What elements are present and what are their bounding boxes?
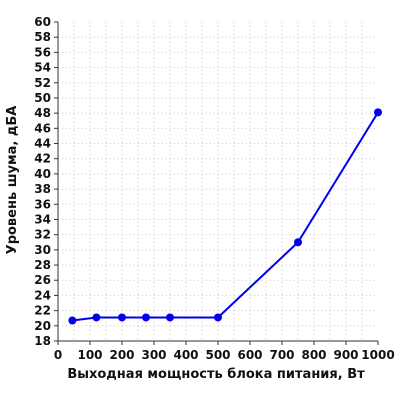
y-tick-label: 56 xyxy=(34,45,51,59)
axes xyxy=(57,22,378,342)
data-point xyxy=(166,313,174,322)
x-tick-label: 200 xyxy=(109,348,134,362)
y-tick-label: 50 xyxy=(34,91,51,105)
x-tick-label: 100 xyxy=(77,348,102,362)
y-tick-label: 60 xyxy=(34,15,51,29)
y-tick-label: 38 xyxy=(34,182,51,196)
y-axis-title: Уровень шума, дБА xyxy=(5,106,20,255)
y-tick-label: 58 xyxy=(34,30,51,44)
y-tick-label: 24 xyxy=(34,288,51,302)
x-tick-label: 700 xyxy=(269,348,294,362)
data-point xyxy=(92,313,101,322)
y-tick-label: 26 xyxy=(34,273,51,287)
data-point xyxy=(374,108,382,117)
y-tick-label: 52 xyxy=(34,76,51,90)
x-tick-label: 900 xyxy=(333,348,358,362)
x-tick-label: 1000 xyxy=(361,348,394,362)
y-tick-label: 32 xyxy=(34,228,51,242)
x-tick-label: 400 xyxy=(173,348,198,362)
y-tick-label: 46 xyxy=(34,121,51,135)
y-tick-label: 30 xyxy=(34,243,51,257)
series-group xyxy=(68,108,382,325)
data-point xyxy=(118,313,126,322)
y-tick-label: 34 xyxy=(34,212,51,226)
y-tick-label: 18 xyxy=(34,334,51,348)
x-tick-label: 800 xyxy=(301,348,326,362)
data-point xyxy=(214,313,222,322)
data-point xyxy=(142,313,150,322)
y-tick-label: 48 xyxy=(34,106,51,120)
x-tick-label: 300 xyxy=(141,348,166,362)
data-point xyxy=(68,316,77,325)
y-tick-label: 54 xyxy=(34,61,51,75)
x-tick-label: 0 xyxy=(54,348,62,362)
y-tick-label: 42 xyxy=(34,152,51,166)
series-line xyxy=(72,111,379,322)
grid xyxy=(58,22,378,341)
y-tick-label: 20 xyxy=(34,319,51,333)
y-tick-label: 44 xyxy=(34,137,51,151)
data-point xyxy=(294,238,302,247)
y-tick-label: 36 xyxy=(34,197,51,211)
x-tick-label: 500 xyxy=(205,348,230,362)
y-tick-label: 40 xyxy=(34,167,51,181)
y-tick-label: 22 xyxy=(34,304,51,318)
x-tick-label: 600 xyxy=(237,348,262,362)
x-axis-ticks: 0 100 200 300 400 500 600 700 800 900 1000 xyxy=(54,341,395,362)
x-axis-title: Выходная мощность блока питания, Вт xyxy=(67,367,365,382)
y-tick-label: 28 xyxy=(34,258,51,272)
